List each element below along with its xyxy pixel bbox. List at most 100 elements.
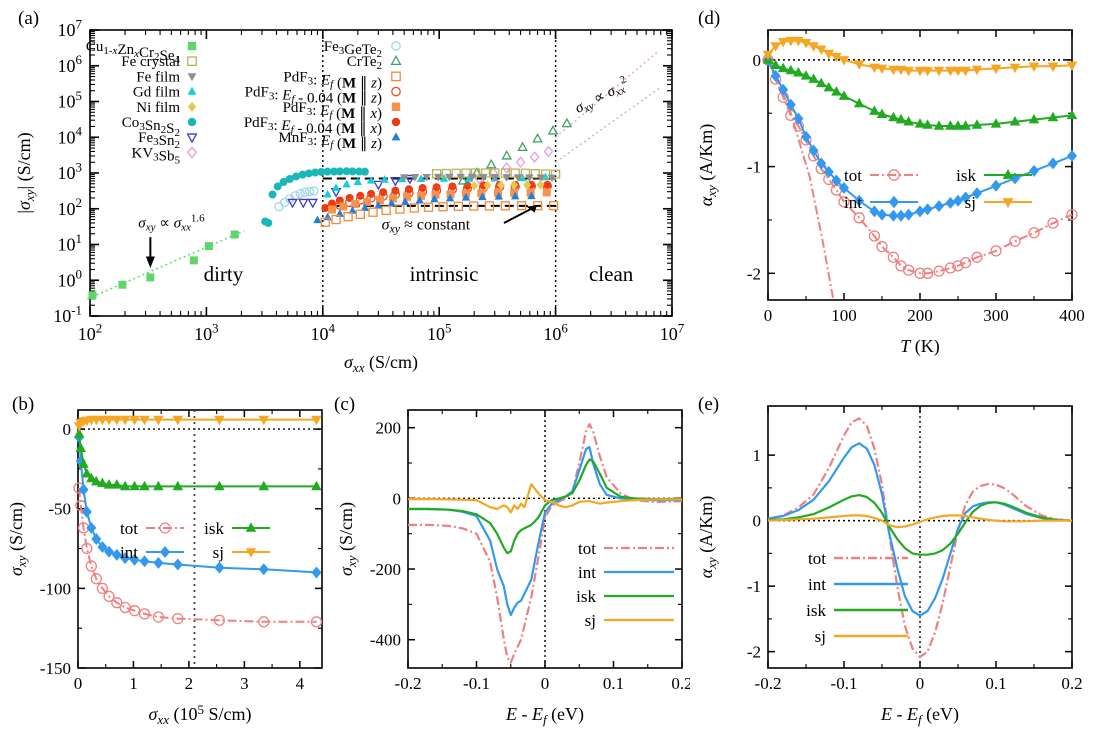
- svg-text:isk: isk: [204, 519, 224, 538]
- svg-text:106: 106: [58, 52, 83, 76]
- svg-text:tot: tot: [578, 539, 596, 558]
- svg-text:100: 100: [58, 267, 82, 291]
- panel-d-plot: 0 100 200 300 400 -2 -1 0 αxy (A/Km) T (K) tot isk i…: [696, 29, 1085, 357]
- svg-text:103: 103: [194, 320, 218, 344]
- svg-text:Fe crystal: Fe crystal: [121, 54, 180, 70]
- svg-text:E - Ef (eV): E - Ef (eV): [880, 704, 959, 727]
- svg-text:0.1: 0.1: [603, 674, 624, 693]
- svg-text:-400: -400: [370, 631, 401, 650]
- svg-text:400: 400: [1059, 306, 1085, 325]
- svg-text:-0.2: -0.2: [395, 674, 422, 693]
- panel-e: (e) -0.2 -0.1 0 0.1 0.2 -2 -1 0 1 αxy (A/Km) E - E…: [690, 380, 1097, 742]
- panel-a-label: (a): [18, 8, 40, 29]
- svg-text:105: 105: [427, 320, 451, 344]
- svg-text:PdF3: Ef (M ∥ z): PdF3: Ef (M ∥ z): [283, 69, 382, 91]
- svg-text:T (K): T (K): [900, 336, 940, 357]
- svg-text:tot: tot: [120, 519, 138, 538]
- svg-text:tot: tot: [844, 166, 862, 185]
- svg-text:σxy (S/cm): σxy (S/cm): [6, 502, 29, 576]
- svg-text:0: 0: [916, 674, 925, 693]
- svg-text:105: 105: [58, 88, 82, 112]
- svg-text:200: 200: [907, 306, 933, 325]
- svg-text:Fe film: Fe film: [136, 69, 180, 85]
- svg-text:tot: tot: [808, 549, 826, 568]
- svg-text:σxy ∝ σxx2: σxy ∝ σxx2: [571, 73, 632, 118]
- svg-text:σxx (S/cm): σxx (S/cm): [344, 352, 418, 375]
- panel-d-label: (d): [698, 8, 721, 29]
- svg-text:-0.2: -0.2: [755, 674, 782, 693]
- panel-a-plot: 102 103 104 105 106 107 10-1 100 101 102 103 104 105…: [14, 16, 685, 375]
- svg-text:100: 100: [831, 306, 857, 325]
- panel-a: (a) 102 103 104 105 106 107 10-1 100 101 102 103 10…: [0, 0, 690, 380]
- panel-c-plot: -0.2 -0.1 0 0.1 0.2 -400 -200 0 200 σxy (S/cm) E -…: [336, 409, 690, 727]
- svg-text:1: 1: [129, 674, 138, 693]
- svg-text:int: int: [578, 563, 596, 582]
- svg-text:intrinsic: intrinsic: [410, 262, 479, 286]
- panel-b: (b) 0 1 2 3 4 -150 -100 -50 0 σxy (S/cm) σxx (105 …: [0, 380, 330, 742]
- svg-text:int: int: [808, 575, 826, 594]
- panel-c: (c) -0.2 -0.1 0 0.1 0.2 -400 -200 0 200 σxy (S/cm…: [330, 380, 690, 742]
- svg-text:|σxy| (S/cm): |σxy| (S/cm): [14, 132, 37, 213]
- panel-d: (d) 0 100 200 300 400 -2 -1 0 αxy (A/Km) T (K) tot…: [690, 0, 1097, 380]
- svg-text:PdF3: Ef - 0.04 (M ∥ x): PdF3: Ef - 0.04 (M ∥ x): [244, 115, 382, 137]
- svg-text:-1: -1: [747, 577, 761, 596]
- svg-text:103: 103: [58, 159, 82, 183]
- svg-text:KV3Sb5: KV3Sb5: [131, 145, 180, 166]
- svg-text:200: 200: [376, 419, 402, 438]
- svg-text:PdF3: Ef - 0.04 (M ∥ z): PdF3: Ef - 0.04 (M ∥ z): [245, 85, 382, 107]
- svg-text:-2: -2: [747, 643, 761, 662]
- svg-text:-100: -100: [40, 579, 71, 598]
- svg-text:-0.1: -0.1: [463, 674, 490, 693]
- svg-text:0.2: 0.2: [1061, 674, 1082, 693]
- svg-text:106: 106: [543, 320, 568, 344]
- svg-text:Gd film: Gd film: [133, 85, 180, 101]
- svg-text:int: int: [844, 193, 862, 212]
- panel-e-plot: -0.2 -0.1 0 0.1 0.2 -2 -1 0 1 αxy (A/Km) E - Ef (e…: [696, 405, 1083, 727]
- svg-text:σxy ∝ σxx1.6: σxy ∝ σxx1.6: [138, 212, 205, 233]
- svg-text:dirty: dirty: [204, 262, 244, 286]
- svg-text:-2: -2: [747, 264, 761, 283]
- panel-e-label: (e): [698, 394, 720, 415]
- svg-text:0: 0: [541, 674, 550, 693]
- svg-text:αxy (A/Km): αxy (A/Km): [696, 124, 719, 207]
- svg-text:Fe3GeTe2: Fe3GeTe2: [324, 39, 382, 60]
- svg-text:-1: -1: [747, 158, 761, 177]
- svg-text:σxx (105 S/cm): σxx (105 S/cm): [149, 702, 252, 727]
- svg-text:σxy (S/cm): σxy (S/cm): [336, 502, 359, 576]
- svg-text:0.2: 0.2: [671, 674, 690, 693]
- svg-text:107: 107: [660, 320, 685, 344]
- svg-text:-200: -200: [370, 560, 401, 579]
- svg-text:isk: isk: [576, 587, 596, 606]
- svg-text:sj: sj: [585, 611, 596, 630]
- svg-text:-50: -50: [48, 500, 71, 519]
- panel-b-label: (b): [12, 394, 35, 415]
- svg-text:isk: isk: [806, 601, 826, 620]
- svg-text:0.1: 0.1: [985, 674, 1006, 693]
- svg-text:Ni film: Ni film: [136, 100, 180, 116]
- svg-text:PdF3: Ef (M ∥ x): PdF3: Ef (M ∥ x): [283, 100, 382, 122]
- svg-text:-150: -150: [40, 659, 71, 678]
- svg-text:102: 102: [58, 195, 82, 219]
- svg-text:0: 0: [393, 489, 402, 508]
- svg-text:CrTe2: CrTe2: [347, 54, 382, 72]
- svg-text:10-1: 10-1: [53, 302, 82, 326]
- svg-text:sj: sj: [965, 193, 976, 212]
- svg-text:isk: isk: [956, 166, 976, 185]
- svg-text:sj: sj: [815, 627, 826, 646]
- panel-c-label: (c): [334, 394, 356, 415]
- svg-text:0: 0: [753, 51, 762, 70]
- svg-text:3: 3: [240, 674, 249, 693]
- svg-text:107: 107: [58, 16, 83, 40]
- svg-text:300: 300: [983, 306, 1009, 325]
- svg-text:sj: sj: [213, 543, 224, 562]
- svg-text:-0.1: -0.1: [831, 674, 858, 693]
- panel-b-plot: 0 1 2 3 4 -150 -100 -50 0 σxy (S/cm) σxx (105 S/cm…: [6, 409, 323, 727]
- svg-text:101: 101: [58, 231, 82, 255]
- svg-text:0: 0: [63, 420, 72, 439]
- svg-text:104: 104: [58, 124, 83, 148]
- svg-text:102: 102: [78, 320, 102, 344]
- svg-text:clean: clean: [589, 262, 634, 286]
- svg-text:4: 4: [296, 674, 305, 693]
- svg-text:αxy (A/Km): αxy (A/Km): [696, 496, 719, 579]
- svg-text:2: 2: [185, 674, 194, 693]
